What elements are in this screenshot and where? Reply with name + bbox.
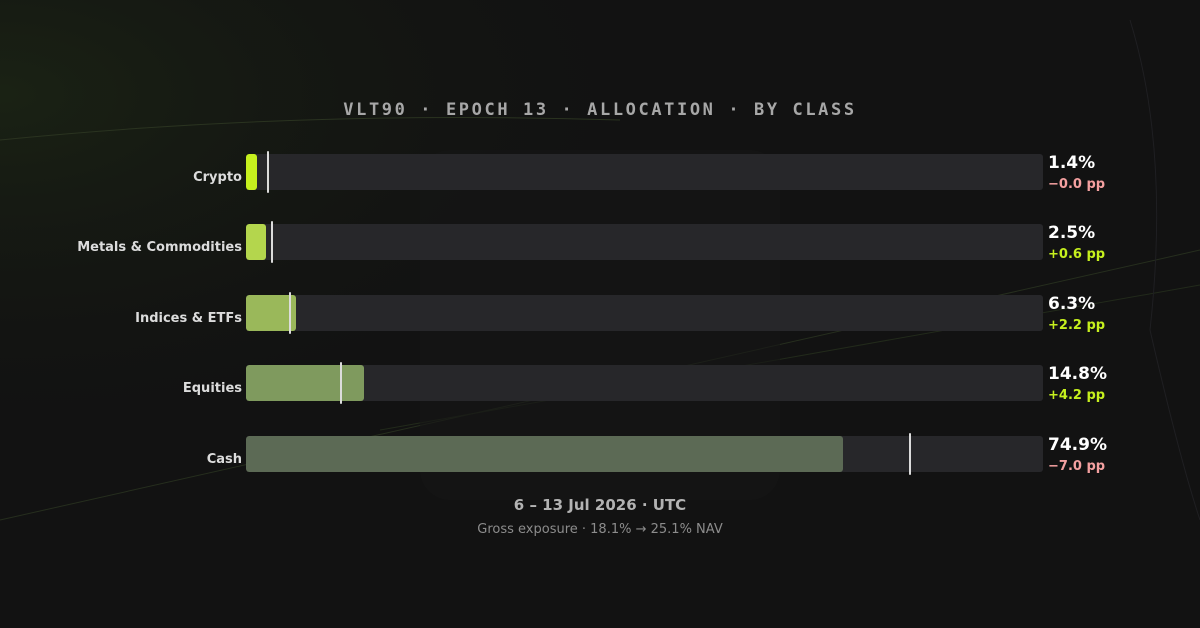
bar-row: Equities 14.8% +4.2 pp [0,362,1200,404]
bar-track [246,224,1043,260]
bar [246,224,266,260]
delta-label: −7.0 pp [1048,459,1106,474]
bar [246,365,364,401]
value-label: 2.5% [1048,223,1096,243]
value-label: 14.8% [1048,364,1107,384]
prior-marker [267,151,270,193]
prior-marker [288,292,291,334]
delta-label: +2.2 pp [1048,318,1106,333]
bar-row: Indices & ETFs 6.3% +2.2 pp [0,292,1200,334]
bar-track [246,154,1043,190]
category-label: Cash [206,452,242,467]
category-label: Equities [182,381,242,396]
date-range: 6 – 13 Jul 2026 · UTC [513,496,687,514]
bar-row: Crypto 1.4% −0.0 pp [0,151,1200,193]
bar-track [246,365,1043,401]
category-label: Crypto [193,170,242,185]
bar-row: Metals & Commodities 2.5% +0.6 pp [0,221,1200,263]
prior-marker [908,433,911,475]
bar-track [246,436,1043,472]
value-label: 1.4% [1048,153,1096,173]
bar [246,436,843,472]
prior-marker [271,221,274,263]
category-label: Indices & ETFs [135,311,242,326]
value-label: 74.9% [1048,435,1107,455]
delta-label: +4.2 pp [1048,388,1106,403]
bar [246,154,258,190]
bar [246,295,297,331]
prior-marker [340,362,343,404]
value-label: 6.3% [1048,294,1096,314]
delta-label: +0.6 pp [1048,247,1106,262]
exposure-note: Gross exposure · 18.1% → 25.1% NAV [477,522,723,537]
bar-track [246,295,1043,331]
category-label: Metals & Commodities [77,240,242,255]
chart-title: VLT90 · EPOCH 13 · ALLOCATION · BY CLASS [343,100,857,120]
bar-row: Cash 74.9% −7.0 pp [0,433,1200,475]
delta-label: −0.0 pp [1048,177,1106,192]
